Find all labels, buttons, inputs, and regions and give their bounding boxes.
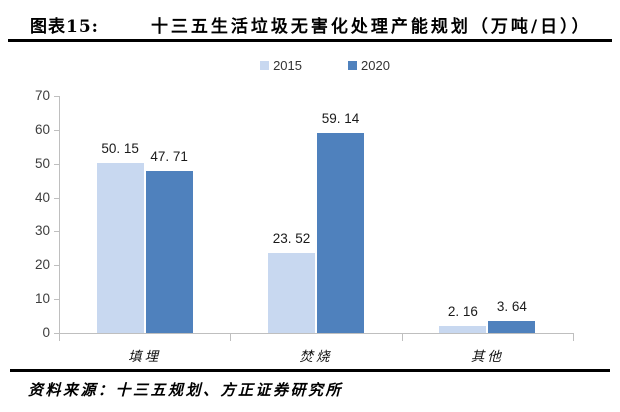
bar-value-label: 23. 52 [272,231,311,246]
category-label-其他: 其他 [470,349,504,365]
bar-2020-其他 [488,321,536,333]
legend-swatch-icon [260,61,270,70]
y-axis-tick-label: 20 [34,257,50,273]
bar-value-label: 59. 14 [321,111,360,126]
y-axis-tick [54,96,59,97]
bar-2015-焚烧 [268,253,315,333]
x-axis [59,333,574,334]
category-label-填埋: 填埋 [128,349,162,365]
category-label-焚烧: 焚烧 [299,349,333,365]
y-axis-tick-label: 40 [34,189,50,205]
y-axis-tick-label: 30 [34,223,50,239]
bar-2015-其他 [439,326,487,333]
x-axis-tick [230,333,232,341]
figure-number: 图表15: [30,17,99,37]
y-axis-tick-label: 10 [34,291,50,307]
y-axis-tick [54,299,59,301]
legend-label: 2020 [361,58,390,73]
figure-title: 十三五生活垃圾无害化处理产能规划（万吨/日）） [150,17,592,37]
bar-value-label: 47. 71 [150,149,188,164]
chart-legend: 2015 2020 [0,58,620,73]
x-axis-tick [59,333,60,341]
y-axis-tick-label: 70 [34,88,50,103]
y-axis-tick-label: 50 [34,155,50,171]
header-divider [8,39,612,42]
y-axis-tick [54,333,59,334]
footer-divider [10,369,610,372]
y-axis-tick [54,163,59,165]
y-axis-tick [54,231,59,233]
bar-chart: 0 10 20 30 40 50 60 70 50. 15 47. 71 填埋 23. 52 59. 1… [0,85,620,375]
source-note: 资料来源：十三五规划、方正证券研究所 [28,381,344,399]
figure-header: 图表15: 十三五生活垃圾无害化处理产能规划（万吨/日）） [30,12,612,37]
bar-value-label: 3. 64 [496,299,527,314]
x-axis-tick [401,333,403,341]
legend-label: 2015 [273,58,302,73]
legend-item-2015: 2015 [260,58,302,73]
y-axis-tick [54,129,59,131]
x-axis-tick [573,333,574,341]
y-axis-tick [54,197,59,199]
legend-item-2020: 2020 [348,58,390,73]
bar-2020-填埋 [145,171,193,333]
bar-2015-填埋 [96,163,144,333]
bar-value-label: 50. 15 [101,141,139,156]
bar-value-label: 2. 16 [447,304,478,319]
y-axis-tick [54,265,59,267]
y-axis-tick-label: 60 [34,121,50,137]
y-axis [59,96,60,333]
y-axis-tick-label: 0 [42,325,50,340]
bar-2020-焚烧 [317,133,364,333]
legend-swatch-icon [348,61,357,70]
